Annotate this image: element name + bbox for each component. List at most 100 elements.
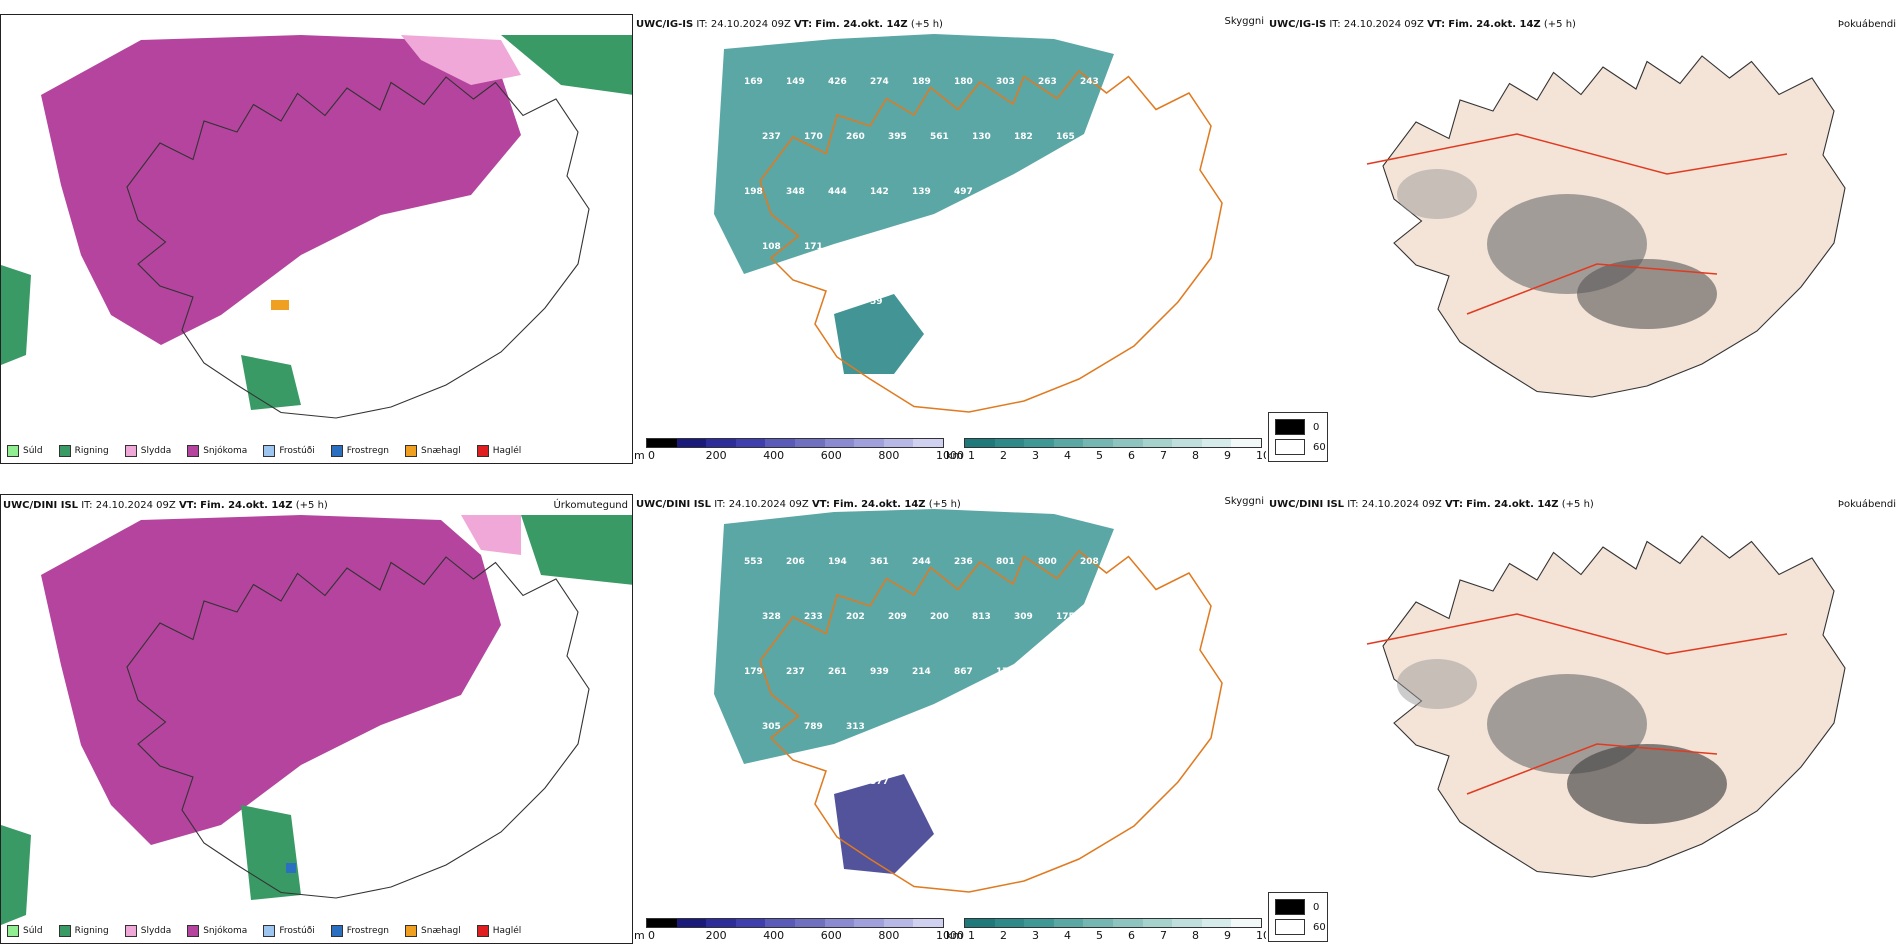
cloud-base-value: 149 xyxy=(786,77,805,87)
cloud-base-value: 84 xyxy=(888,242,901,252)
legend-label: Frostregn xyxy=(346,446,390,456)
cloud-base-value: 260 xyxy=(846,132,865,142)
cloud-base-value: 171 xyxy=(804,242,823,252)
colorbar-segment xyxy=(1112,439,1143,447)
cloud-base-value: 215 xyxy=(1098,242,1117,252)
legend-item-slydda: Slydda xyxy=(124,925,172,937)
colorbar-segment xyxy=(735,919,766,927)
legend-swatch xyxy=(7,445,19,457)
fog-area xyxy=(1397,659,1477,709)
height-colorbar: m 0 200 400 600 800 1000 xyxy=(634,438,964,464)
colorbar-segment xyxy=(1024,919,1054,927)
cloud-base-value: 179 xyxy=(744,667,763,677)
cloud-base-value: 444 xyxy=(828,187,847,197)
cloud-base-value: 145 xyxy=(1098,722,1117,732)
cloud-base-value: 553 xyxy=(744,557,763,567)
cloud-base-value: 305 xyxy=(762,722,781,732)
colorbar-tick: 6 xyxy=(1128,449,1135,462)
rain-area xyxy=(521,515,632,585)
colorbar-tick: 1 xyxy=(968,929,975,942)
cloud-base-value: 800 xyxy=(1038,557,1057,567)
cloud-base-value: 939 xyxy=(870,667,889,677)
cloud-base-value: 175 xyxy=(1056,612,1075,622)
colorbar-tick: 8 xyxy=(1192,449,1199,462)
colorbar-segment xyxy=(1024,439,1054,447)
cloud-base-value: 130 xyxy=(972,132,991,142)
cloud-base-value: 244 xyxy=(912,557,931,567)
cloud-base-value: 209 xyxy=(888,612,907,622)
cloud-base-value: 141 xyxy=(972,722,991,732)
legend-item-frostregn: Frostregn xyxy=(330,445,390,457)
height-vis-panel-row1: UWC/IG-IS IT: 24.10.2024 09Z VT: Fim. 24… xyxy=(634,14,1266,464)
cloud-base-value: 361 xyxy=(870,557,889,567)
colorbar-tick: 9 xyxy=(1224,929,1231,942)
colorbar-tick: 10 xyxy=(1256,449,1266,462)
cloud-base-value: 134 xyxy=(888,722,907,732)
cloud-base-value: 867 xyxy=(954,667,973,677)
colorbar-segment xyxy=(1083,439,1113,447)
snow-area xyxy=(41,35,521,345)
cloud-base-value: 96 xyxy=(1014,242,1027,252)
cloud-base-value: 274 xyxy=(870,77,889,87)
fog-legend-row2: 0 60 xyxy=(1268,892,1328,942)
legend-label: Slydda xyxy=(140,446,172,456)
cloud-base-value: 60 xyxy=(996,777,1009,787)
cloud-base-value: 214 xyxy=(912,667,931,677)
cloud-base-value: 112 xyxy=(930,242,949,252)
colorbar-tick: 4 xyxy=(1064,449,1071,462)
legend-swatch xyxy=(7,925,19,937)
cloud-base-value: 789 xyxy=(804,722,823,732)
cloud-base-value: 341 xyxy=(762,832,781,842)
cloud-base-value: 182 xyxy=(1014,132,1033,142)
colorbar-segment xyxy=(1112,919,1143,927)
colorbar-segment xyxy=(965,919,995,927)
legend-item-snæhagl: Snæhagl xyxy=(405,445,461,457)
cloud-base-value: 222 xyxy=(1098,132,1117,142)
cloud-base-value: 338 xyxy=(1038,667,1057,677)
cloud-base-value: 206 xyxy=(786,557,805,567)
colorbar-segment xyxy=(647,439,677,447)
cloud-base-value: 194 xyxy=(828,557,847,567)
colorbar-segment xyxy=(1231,439,1261,447)
cloud-base-value: 180 xyxy=(954,77,973,87)
fog-map xyxy=(1366,535,1846,878)
sleet-area xyxy=(401,35,521,85)
cloud-base-values: 169 149 426 274 189 180 303 263 243 237 170 260 395 5… xyxy=(744,77,1117,307)
colorbar-segment xyxy=(1201,439,1232,447)
legend-swatch xyxy=(263,925,276,937)
colorbar-tick: 5 xyxy=(1096,929,1103,942)
colorbar-tick: 9 xyxy=(1224,449,1231,462)
colorbar-segment xyxy=(994,919,1025,927)
colorbar-tick: 7 xyxy=(1160,449,1167,462)
legend-item-rigning: Rigning xyxy=(58,445,109,457)
panel-title: UWC/DINI ISL IT: 24.10.2024 09Z VT: Fim.… xyxy=(3,500,328,511)
legend-label: Slydda xyxy=(140,926,172,936)
colorbar-segment xyxy=(765,439,795,447)
cloud-base-value: 159 xyxy=(972,242,991,252)
roads xyxy=(1366,613,1788,795)
panel-title: UWC/DINI ISL IT: 24.10.2024 09Z VT: Fim.… xyxy=(1269,499,1594,510)
cloud-base-value: 139 xyxy=(912,187,931,197)
colorbar-segment xyxy=(1201,919,1232,927)
legend-swatch xyxy=(405,445,418,457)
panel-title: UWC/IG-IS IT: 24.10.2024 09Z VT: Fim. 24… xyxy=(1269,19,1576,30)
legend-label: Rigning xyxy=(74,446,109,456)
colorbar-segment xyxy=(913,439,943,447)
cloud-base-value: 200 xyxy=(930,612,949,622)
cloud-base-value: 64 xyxy=(912,297,925,307)
colorbar-tick: 3 xyxy=(1032,449,1039,462)
colorbar-segment xyxy=(883,919,914,927)
cloud-base-value: 38 xyxy=(1038,777,1051,787)
cloud-base-value: 243 xyxy=(1080,77,1099,87)
legend-swatch xyxy=(476,445,489,457)
cloud-base-value: 108 xyxy=(762,242,781,252)
fog-area xyxy=(1577,259,1717,329)
cloud-base-value: 233 xyxy=(804,612,823,622)
colorbar-segment xyxy=(765,919,795,927)
cloud-base-value: 321 xyxy=(1080,187,1099,197)
colorbar-tick: 800 xyxy=(878,929,900,942)
colorbar-segment xyxy=(994,439,1025,447)
colorbar-tick: 4 xyxy=(1064,929,1071,942)
colorbar-segment xyxy=(1231,919,1261,927)
